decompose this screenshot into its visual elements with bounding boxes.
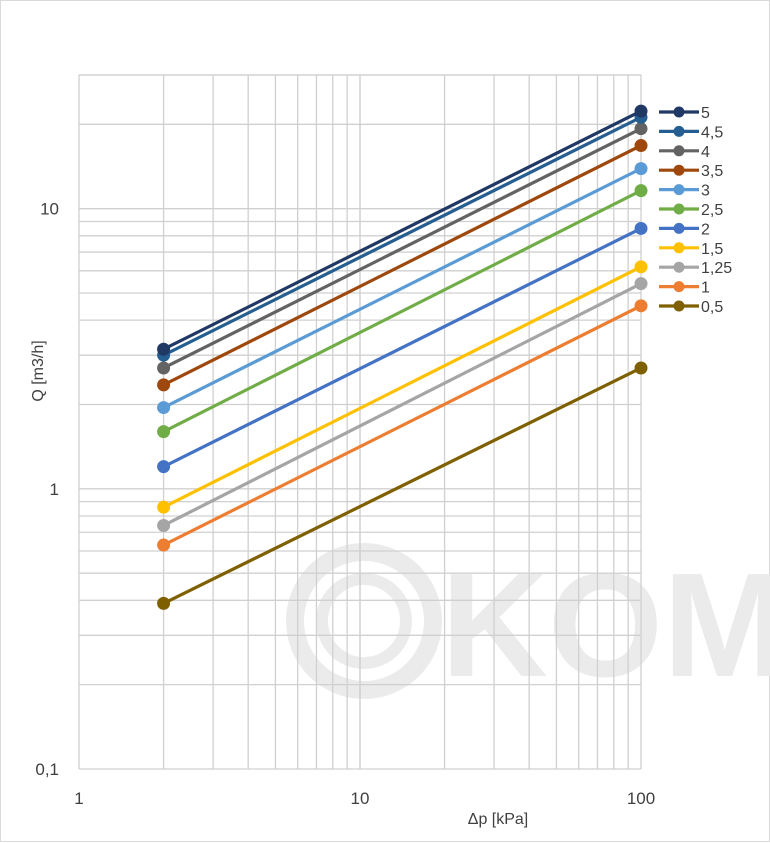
grid xyxy=(78,74,642,770)
series-line xyxy=(162,304,642,547)
legend-swatch-marker xyxy=(673,164,685,176)
data-point xyxy=(634,277,648,291)
series-1-25 xyxy=(157,277,648,532)
legend-item: 0,5 xyxy=(659,299,723,316)
legend-item: 1,25 xyxy=(659,260,732,277)
watermark-text: KOMF xyxy=(441,543,770,708)
series-1 xyxy=(157,299,648,552)
series-line xyxy=(162,227,642,469)
series-line xyxy=(162,144,642,387)
legend-label: 1,25 xyxy=(701,260,732,277)
data-point xyxy=(157,401,171,415)
legend-swatch-marker xyxy=(673,242,685,254)
series-5 xyxy=(157,104,648,356)
legend-label: 2 xyxy=(701,221,710,238)
series-4 xyxy=(157,122,648,375)
legend-label: 1,5 xyxy=(701,241,723,258)
data-point xyxy=(157,378,171,392)
legend-label: 3,5 xyxy=(701,163,723,180)
data-point xyxy=(634,162,648,176)
x-tick-label: 100 xyxy=(627,789,655,808)
legend-swatch-marker xyxy=(673,300,685,312)
legend-label: 4 xyxy=(701,144,710,161)
legend-swatch-marker xyxy=(673,203,685,215)
legend: 5 4,5 4 3,5 3 2,5 2 1,5 1,25 1 0,5 xyxy=(659,105,732,316)
data-point xyxy=(634,122,648,136)
y-tick-label: 1 xyxy=(50,480,59,499)
series-1-5 xyxy=(157,260,648,514)
legend-label: 3 xyxy=(701,183,710,200)
watermark-inner-ring xyxy=(316,573,412,669)
legend-item: 5 xyxy=(659,105,710,122)
series-line xyxy=(162,115,642,357)
data-point xyxy=(634,139,648,153)
legend-swatch-marker xyxy=(673,125,685,137)
legend-swatch-marker xyxy=(673,106,685,118)
watermark-outer-ring xyxy=(286,543,442,699)
x-tick-label: 1 xyxy=(74,789,83,808)
data-point xyxy=(157,518,171,532)
series-2-5 xyxy=(157,184,648,439)
legend-swatch-marker xyxy=(673,222,685,234)
legend-item: 1,5 xyxy=(659,241,723,258)
series-0-5 xyxy=(157,361,648,610)
legend-item: 3 xyxy=(659,183,710,200)
series-line xyxy=(162,265,642,509)
data-point xyxy=(157,460,171,474)
series-line xyxy=(162,127,642,370)
watermark-logo: KOMF xyxy=(286,543,770,708)
series-2 xyxy=(157,221,648,474)
legend-label: 1 xyxy=(701,280,710,297)
data-point xyxy=(634,299,648,313)
legend-swatch-marker xyxy=(673,145,685,157)
series-3 xyxy=(157,162,648,415)
data-point xyxy=(157,596,171,610)
data-point xyxy=(157,538,171,552)
series-3-5 xyxy=(157,139,648,392)
series-line xyxy=(162,189,642,434)
legend-label: 2,5 xyxy=(701,202,723,219)
data-point xyxy=(634,260,648,274)
legend-item: 1 xyxy=(659,280,710,297)
series-line xyxy=(162,109,642,351)
legend-label: 4,5 xyxy=(701,124,723,141)
legend-item: 2 xyxy=(659,221,710,238)
legend-item: 3,5 xyxy=(659,163,723,180)
data-point xyxy=(157,425,171,439)
legend-label: 0,5 xyxy=(701,299,723,316)
data-point xyxy=(634,104,648,118)
data-point xyxy=(157,361,171,375)
data-point xyxy=(157,342,171,356)
axis-tick-labels: 1 10 100 0,1 1 10 xyxy=(35,200,655,808)
data-point xyxy=(634,221,648,235)
series-line xyxy=(162,366,642,605)
legend-label: 5 xyxy=(701,105,710,122)
series-line xyxy=(162,282,642,527)
data-point xyxy=(157,500,171,514)
y-axis-title: Q [m3/h] xyxy=(30,340,47,401)
x-axis-title: Δp [kPa] xyxy=(468,811,529,828)
legend-swatch-marker xyxy=(673,261,685,273)
legend-item: 4 xyxy=(659,144,710,161)
legend-item: 4,5 xyxy=(659,124,723,141)
x-tick-label: 10 xyxy=(351,789,370,808)
legend-swatch-marker xyxy=(673,184,685,196)
legend-swatch-marker xyxy=(673,281,685,293)
series-layer xyxy=(157,104,648,610)
data-point xyxy=(634,361,648,375)
legend-item: 2,5 xyxy=(659,202,723,219)
y-tick-label: 0,1 xyxy=(35,760,59,779)
y-tick-label: 10 xyxy=(40,200,59,219)
series-line xyxy=(162,167,642,410)
data-point xyxy=(634,184,648,198)
